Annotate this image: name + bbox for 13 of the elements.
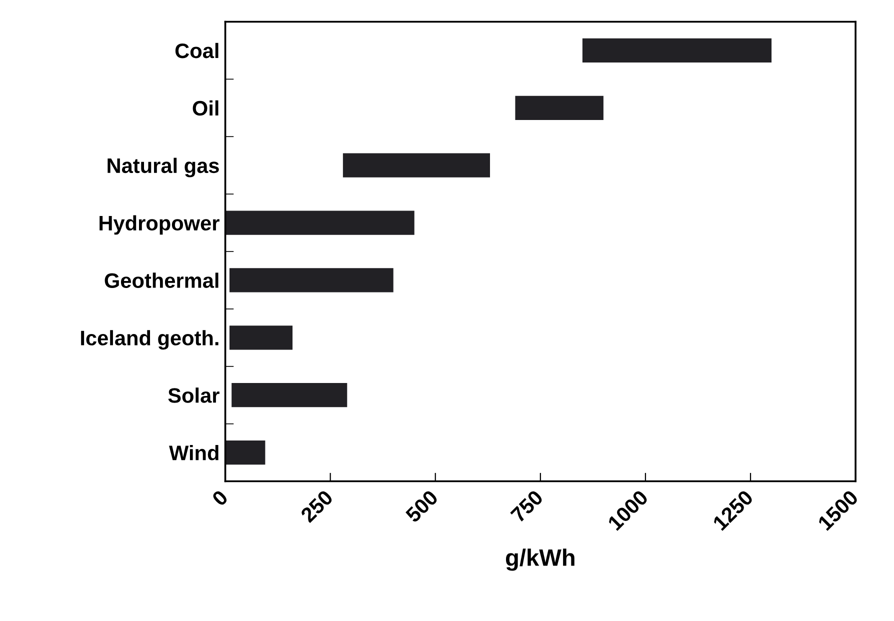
y-tick-label: Hydropower (100, 215, 220, 235)
y-tick-label: Coal (175, 42, 218, 58)
y-tick-label: Oil (192, 100, 218, 116)
x-tick-label: 250 (300, 489, 334, 524)
x-axis-title: g/kWh (506, 548, 574, 571)
y-tick-label: Iceland geoth. (81, 330, 218, 350)
y-tick-label: Natural gas (108, 158, 219, 178)
x-tick-label: 0 (211, 489, 229, 507)
y-tick-label: Geothermal (104, 272, 218, 288)
x-tick-label: 500 (404, 489, 439, 524)
y-tick-label: Solar (168, 388, 220, 403)
x-tick-label: 750 (510, 489, 544, 524)
y-tick-label: Wind (169, 445, 218, 460)
